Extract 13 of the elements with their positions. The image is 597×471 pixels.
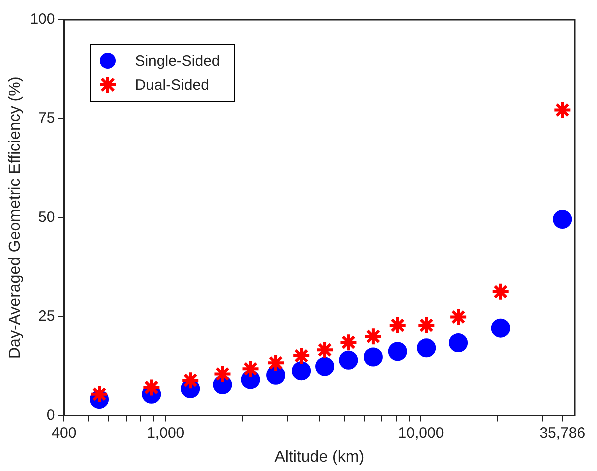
x-axis-title: Altitude (km): [274, 448, 365, 466]
x-tick-label: 1,000: [147, 424, 185, 442]
y-tick-label: 75: [38, 110, 56, 128]
x-tick-label: 400: [52, 424, 77, 442]
y-tick-label: 0: [46, 406, 56, 424]
y-tick-label: 100: [30, 11, 56, 28]
x-tick-label: 10,000: [398, 424, 444, 442]
legend-label: Dual-Sided: [135, 76, 210, 94]
y-tick-label: 25: [38, 308, 56, 325]
y-axis-title: Day-Averaged Geometric Efficiency (%): [7, 76, 24, 359]
x-tick-label: 35,786: [540, 424, 586, 442]
legend-label: Single-Sided: [135, 52, 220, 70]
y-tick-label: 50: [38, 209, 56, 226]
